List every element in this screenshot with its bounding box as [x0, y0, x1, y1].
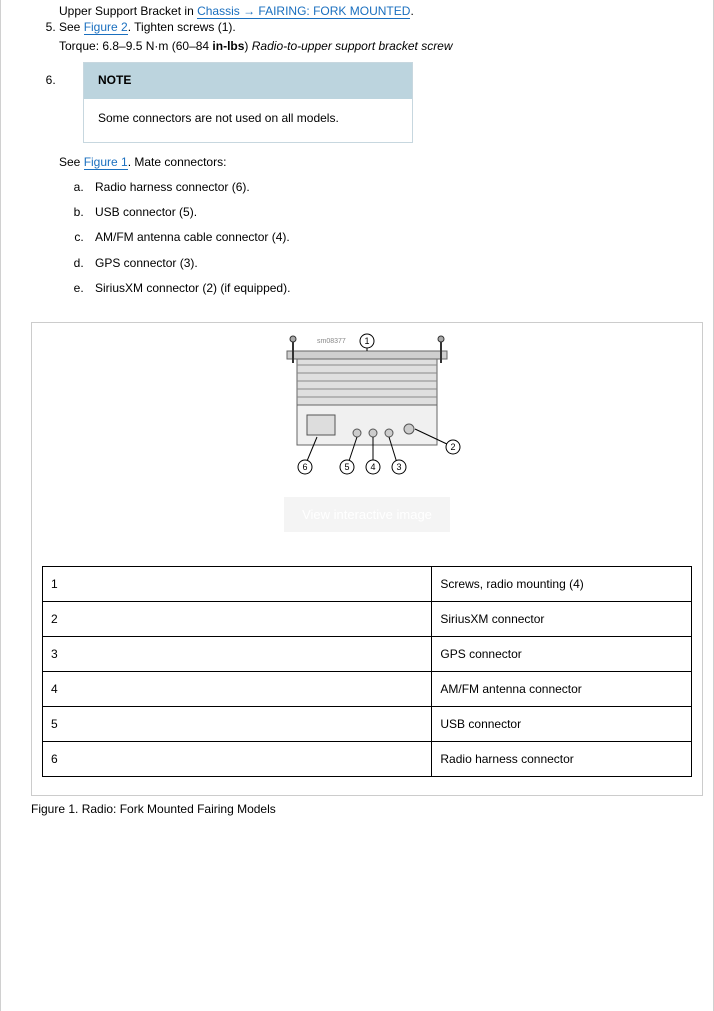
- text: Upper Support Bracket in: [59, 4, 197, 18]
- part-desc: GPS connector: [432, 636, 692, 671]
- torque-unit: in-lbs: [212, 39, 244, 53]
- part-desc: Screws, radio mounting (4): [432, 566, 692, 601]
- part-num: 4: [43, 671, 432, 706]
- step-5: See Figure 2. Tighten screws (1). Torque…: [59, 18, 703, 56]
- figure-caption: Figure 1. Radio: Fork Mounted Fairing Mo…: [31, 802, 703, 816]
- callout-6: 6: [302, 462, 307, 472]
- part-num: 5: [43, 706, 432, 741]
- substep-b: USB connector (5).: [87, 203, 703, 222]
- radio-diagram: sm08377: [257, 333, 477, 483]
- part-desc: SiriusXM connector: [432, 601, 692, 636]
- callout-4: 4: [370, 462, 375, 472]
- substep-list: Radio harness connector (6). USB connect…: [63, 178, 703, 298]
- part-num: 1: [43, 566, 432, 601]
- part-num: 2: [43, 601, 432, 636]
- parts-table: 1 Screws, radio mounting (4) 2 SiriusXM …: [42, 566, 692, 777]
- figure-1-link[interactable]: Figure 1: [84, 155, 128, 170]
- text: . Tighten screws (1).: [128, 20, 236, 34]
- part-desc: AM/FM antenna connector: [432, 671, 692, 706]
- table-row: 6 Radio harness connector: [43, 741, 692, 776]
- part-num: 6: [43, 741, 432, 776]
- substep-a: Radio harness connector (6).: [87, 178, 703, 197]
- part-num: 3: [43, 636, 432, 671]
- substep-d: GPS connector (3).: [87, 254, 703, 273]
- instruction-list: See Figure 2. Tighten screws (1). Torque…: [31, 18, 703, 298]
- callout-1: 1: [364, 336, 369, 346]
- note-heading: NOTE: [84, 63, 412, 98]
- diagram-ref: sm08377: [317, 338, 346, 345]
- part-desc: USB connector: [432, 706, 692, 741]
- figure-2-link[interactable]: Figure 2: [84, 20, 128, 35]
- screw-desc: Radio-to-upper support bracket screw: [252, 39, 453, 53]
- table-row: 2 SiriusXM connector: [43, 601, 692, 636]
- table-row: 1 Screws, radio mounting (4): [43, 566, 692, 601]
- note-box: NOTE Some connectors are not used on all…: [83, 62, 413, 142]
- torque-text: Torque: 6.8–9.5 N·m (60–84: [59, 39, 212, 53]
- step-6: NOTE Some connectors are not used on all…: [59, 62, 703, 298]
- text: See: [59, 20, 84, 34]
- text: ): [244, 39, 251, 53]
- chassis-link[interactable]: Chassis → FAIRING: FORK MOUNTED: [197, 4, 410, 19]
- text: . Mate connectors:: [128, 155, 227, 169]
- table-row: 3 GPS connector: [43, 636, 692, 671]
- page: Upper Support Bracket in Chassis → FAIRI…: [0, 0, 714, 1011]
- figure-container: sm08377: [31, 322, 703, 796]
- view-interactive-button[interactable]: View interactive image: [284, 497, 450, 532]
- table-row: 5 USB connector: [43, 706, 692, 741]
- text: .: [410, 4, 413, 18]
- substep-c: AM/FM antenna cable connector (4).: [87, 228, 703, 247]
- callout-3: 3: [396, 462, 401, 472]
- note-body: Some connectors are not used on all mode…: [84, 99, 412, 142]
- callout-5: 5: [344, 462, 349, 472]
- prev-step-continuation: Upper Support Bracket in Chassis → FAIRI…: [59, 4, 703, 18]
- next-figure-placeholder: [31, 828, 703, 948]
- substep-e: SiriusXM connector (2) (if equipped).: [87, 279, 703, 298]
- callout-2: 2: [450, 442, 455, 452]
- table-row: 4 AM/FM antenna connector: [43, 671, 692, 706]
- part-desc: Radio harness connector: [432, 741, 692, 776]
- text: See: [59, 155, 84, 169]
